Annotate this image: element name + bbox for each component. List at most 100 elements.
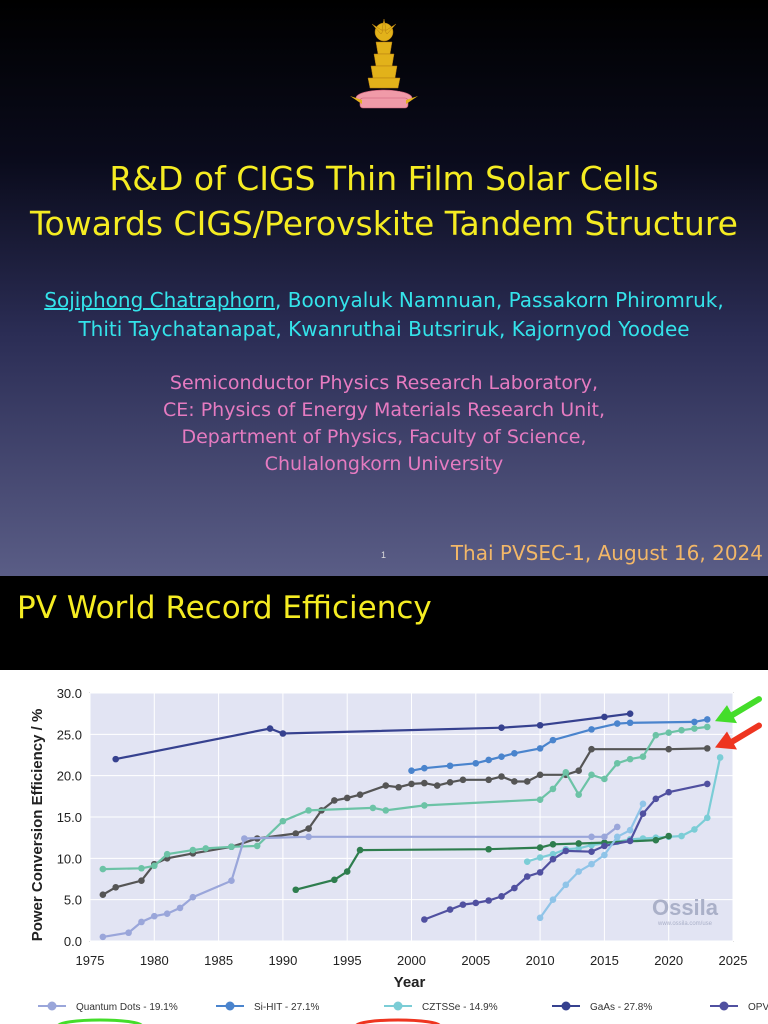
affiliation-line-1: Semiconductor Physics Research Laborator…: [169, 372, 599, 394]
arrow-shaft: [725, 696, 762, 721]
data-point: [652, 836, 660, 844]
data-point: [549, 896, 557, 903]
data-point: [421, 764, 428, 772]
efficiency-chart: 1975 1980 1985 1990 1995 2000 2005 2010 2015 2020…: [29, 686, 768, 1024]
legend-label: CZTSSe - 14.9%: [422, 1002, 498, 1013]
data-point: [408, 767, 415, 775]
data-point: [421, 779, 428, 787]
data-point: [613, 833, 621, 841]
data-point: [601, 833, 608, 841]
presenter-link[interactable]: Sojiphong Chatraphorn: [44, 288, 276, 312]
data-point: [716, 754, 724, 761]
title-line-1: R&D of CIGS Thin Film Solar Cells: [109, 159, 659, 198]
x-tick-label: 1995: [333, 953, 362, 968]
data-point: [601, 775, 608, 783]
data-point: [511, 750, 518, 757]
conference-label: Thai PVSEC-1, August 16, 2024: [450, 541, 763, 565]
data-point: [485, 756, 492, 764]
affiliation-line-4: Chulalongkorn University: [264, 453, 504, 475]
y-axis-label: Power Conversion Efficiency / %: [29, 709, 46, 942]
data-point: [369, 804, 377, 812]
data-point: [138, 877, 145, 884]
data-point: [562, 769, 570, 776]
data-point: [575, 767, 582, 775]
data-point: [665, 788, 672, 796]
data-point: [343, 868, 351, 875]
data-point: [305, 807, 312, 814]
series-opvs: [421, 780, 711, 923]
x-tick-label: 2010: [526, 953, 555, 968]
data-point: [536, 869, 544, 876]
data-point: [665, 832, 672, 840]
data-point: [691, 718, 698, 726]
series-si-hit: [408, 716, 711, 775]
data-point: [279, 730, 287, 737]
data-point: [163, 910, 171, 918]
data-point: [163, 850, 171, 858]
data-point: [703, 723, 711, 731]
data-point: [151, 862, 158, 870]
series-quantum: [99, 823, 621, 941]
data-point: [639, 810, 647, 817]
data-point: [485, 776, 492, 784]
x-tick-label: 1985: [204, 953, 233, 968]
data-point: [292, 830, 300, 837]
data-point: [549, 855, 557, 863]
data-point: [601, 713, 608, 721]
data-point: [356, 846, 364, 854]
authors-line-1: Sojiphong Chatraphorn, Boonyaluk Namnuan…: [0, 286, 768, 315]
data-point: [305, 825, 312, 832]
data-point: [523, 858, 531, 865]
slide-title: PV World Record Efficiency: [17, 590, 432, 626]
data-point: [536, 796, 544, 803]
data-point: [498, 893, 505, 900]
data-point: [549, 785, 557, 793]
data-point: [408, 780, 415, 788]
legend-label: Si-HIT - 27.1%: [254, 1002, 319, 1013]
data-point: [588, 833, 595, 841]
data-point: [202, 845, 210, 852]
legend-item: CZTSSe - 14.9%: [384, 1001, 498, 1013]
data-point: [151, 912, 158, 920]
data-point: [562, 881, 570, 889]
legend-swatch-marker: [393, 1001, 403, 1011]
slide-header: PV World Record Efficiency: [0, 576, 768, 670]
data-point: [112, 755, 120, 763]
data-point: [639, 753, 647, 760]
data-point: [511, 884, 518, 892]
x-tick-label: 1980: [140, 953, 169, 968]
data-point: [678, 832, 685, 840]
data-point: [703, 745, 711, 752]
data-point: [549, 736, 557, 744]
watermark-logo: Ossila: [652, 895, 719, 920]
data-point: [138, 918, 145, 926]
data-point: [459, 901, 467, 908]
x-tick-label: 2015: [590, 953, 619, 968]
data-point: [498, 773, 505, 780]
data-point: [331, 876, 338, 884]
university-emblem-icon: [350, 18, 418, 109]
legend-swatch-marker: [719, 1001, 729, 1011]
data-point: [446, 906, 454, 913]
data-point: [433, 782, 441, 789]
data-point: [343, 794, 351, 802]
data-point: [626, 837, 634, 845]
data-point: [138, 864, 145, 872]
data-point: [472, 899, 480, 907]
data-point: [575, 868, 582, 875]
legend-item: GaAs - 27.8%: [552, 1001, 652, 1013]
title-line-2: Towards CIGS/Perovskite Tandem Structure: [29, 204, 738, 243]
data-point: [652, 795, 660, 803]
author-list: Sojiphong Chatraphorn, Boonyaluk Namnuan…: [0, 286, 768, 344]
series-unnamed-3: [99, 723, 711, 873]
y-tick-label: 5.0: [64, 893, 82, 908]
data-point: [485, 897, 492, 904]
data-point: [665, 745, 672, 753]
data-point: [626, 710, 634, 717]
data-point: [112, 883, 120, 891]
legend-swatch-marker: [561, 1001, 571, 1011]
data-point: [652, 731, 660, 739]
data-point: [613, 823, 621, 831]
data-point: [523, 873, 531, 880]
slide-number: 1: [381, 550, 387, 560]
